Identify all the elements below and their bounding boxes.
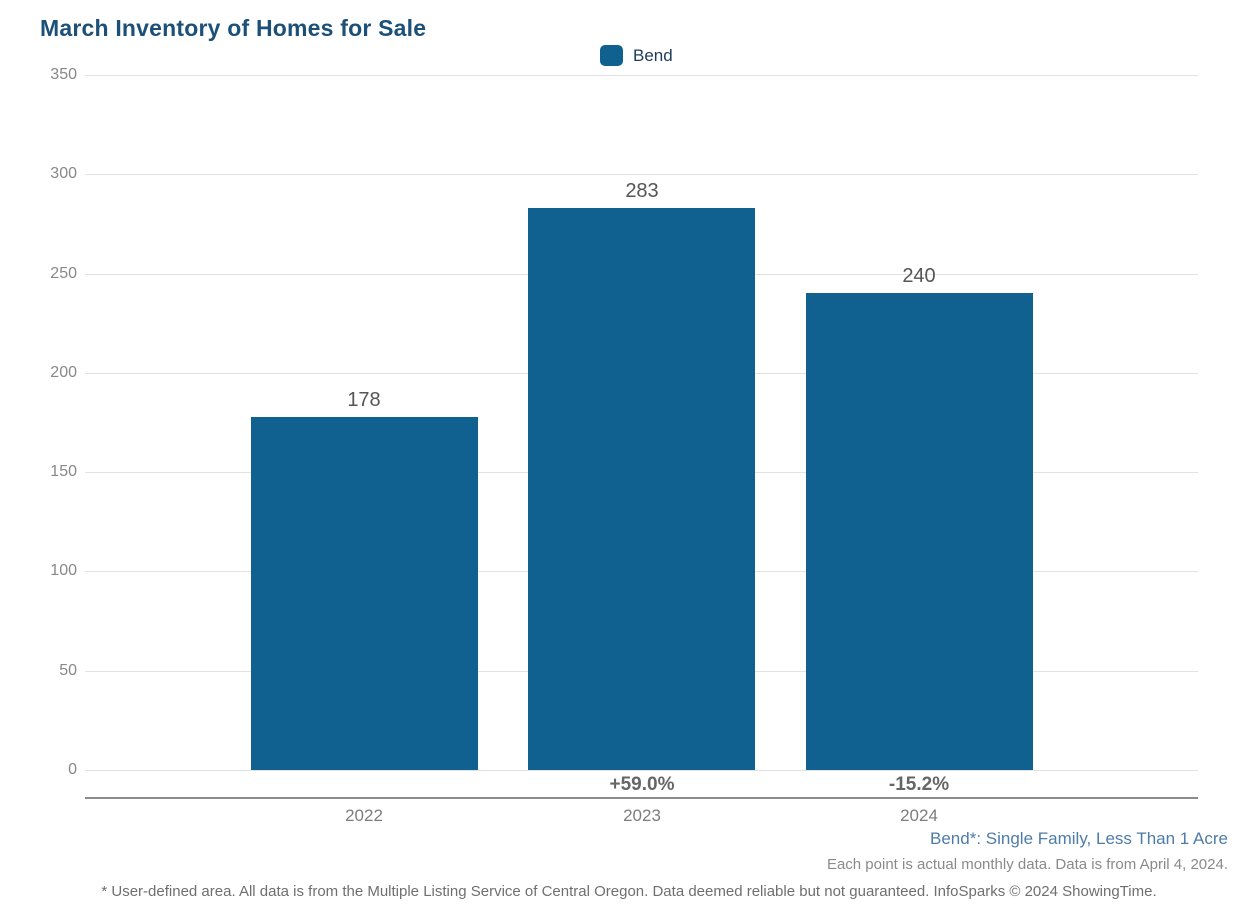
legend: Bend xyxy=(600,45,673,66)
legend-label: Bend xyxy=(633,45,673,65)
gridline xyxy=(85,75,1198,76)
legend-item-bend[interactable]: Bend xyxy=(600,45,673,66)
gridline xyxy=(85,174,1198,175)
x-axis-line xyxy=(85,797,1198,799)
bar-2023[interactable] xyxy=(528,208,755,770)
y-tick-label: 50 xyxy=(59,662,77,679)
bar-change-label: +59.0% xyxy=(609,774,675,795)
series-definition-note: Bend*: Single Family, Less Than 1 Acre xyxy=(930,829,1228,848)
x-axis-area: 2022 +59.0% 2023 -15.2% 2024 xyxy=(85,770,1198,850)
y-tick-label: 250 xyxy=(50,265,77,282)
bar-value-label: 283 xyxy=(625,180,659,202)
bar-change-label: -15.2% xyxy=(888,774,950,795)
y-tick-label: 100 xyxy=(50,562,77,579)
bar-2024[interactable] xyxy=(806,293,1033,770)
bar-2022[interactable] xyxy=(251,417,478,770)
plot-area: 0 50 100 150 200 250 300 350 178 283 240 xyxy=(50,66,1198,778)
gridline xyxy=(85,770,1198,771)
x-tick-label: 2022 xyxy=(345,806,383,825)
y-tick-label: 150 xyxy=(50,463,77,480)
bar-value-label: 240 xyxy=(902,265,936,287)
y-tick-label: 200 xyxy=(50,364,77,381)
x-tick-label: 2024 xyxy=(900,806,938,825)
y-tick-label: 0 xyxy=(68,761,77,778)
x-tick-label: 2023 xyxy=(623,806,661,825)
data-source-note: Each point is actual monthly data. Data … xyxy=(826,856,1228,873)
chart-title: March Inventory of Homes for Sale xyxy=(40,15,427,41)
y-tick-label: 300 xyxy=(50,165,77,182)
legend-swatch-icon xyxy=(600,45,623,66)
y-tick-label: 350 xyxy=(50,66,77,83)
bar-value-label: 178 xyxy=(347,389,381,411)
footer-disclaimer: * User-defined area. All data is from th… xyxy=(101,883,1157,900)
